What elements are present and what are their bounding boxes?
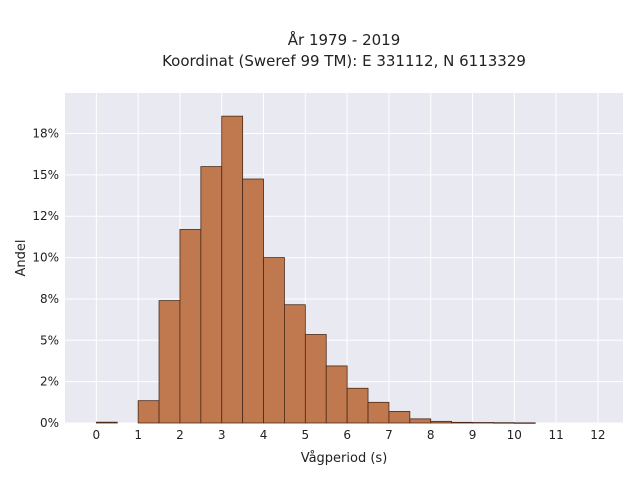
histogram-bar	[346, 387, 369, 424]
histogram-bar	[221, 115, 244, 424]
histogram-bar	[137, 400, 160, 424]
histogram-bar	[242, 178, 264, 424]
histogram-bar	[493, 422, 515, 424]
y-tick-label: 8%	[40, 292, 59, 306]
histogram-bar	[325, 365, 348, 424]
histogram-bar	[388, 411, 411, 424]
y-tick-label: 12%	[32, 209, 59, 223]
y-tick-label: 2%	[40, 375, 59, 389]
histogram-bar	[158, 300, 181, 424]
y-tick-label: 18%	[32, 127, 59, 141]
histogram-bar	[263, 257, 285, 424]
histogram-bar	[200, 166, 223, 424]
y-axis-label: Andel	[14, 240, 29, 277]
x-tick-label: 2	[176, 428, 184, 442]
x-tick-label: 7	[385, 428, 393, 442]
x-tick-label: 4	[260, 428, 268, 442]
histogram-bars	[95, 115, 536, 424]
histogram-bar	[430, 420, 453, 424]
x-tick-label: 6	[343, 428, 351, 442]
y-tick-label: 15%	[32, 168, 59, 182]
x-axis-label: Vågperiod (s)	[301, 451, 388, 466]
y-tick-label: 0%	[40, 416, 59, 430]
x-tick-label: 0	[93, 428, 101, 442]
x-tick-label: 1	[134, 428, 142, 442]
chart-title-line-2: Koordinat (Sweref 99 TM): E 331112, N 61…	[162, 52, 526, 70]
x-tick-label: 12	[590, 428, 605, 442]
histogram-bar	[451, 421, 473, 424]
x-tick-label: 11	[548, 428, 563, 442]
histogram-bar	[367, 401, 390, 424]
histogram-bar	[95, 421, 118, 424]
y-axis-ticks: 0% 2% 5% 8% 10% 12% 15% 18%	[32, 127, 59, 430]
histogram-bar	[409, 418, 432, 424]
x-tick-label: 9	[469, 428, 477, 442]
histogram-bar	[472, 422, 494, 424]
x-tick-label: 3	[218, 428, 226, 442]
histogram-bar	[304, 334, 327, 424]
y-tick-label: 10%	[32, 251, 59, 265]
y-tick-label: 5%	[40, 333, 59, 347]
x-axis-ticks: 0 1 2 3 4 5 6 7 8 9 10 11 12	[93, 428, 606, 442]
x-tick-label: 8	[427, 428, 435, 442]
histogram-bar	[179, 229, 202, 424]
histogram-bar	[513, 422, 536, 424]
chart-title-line-1: År 1979 - 2019	[288, 30, 401, 49]
histogram-bar	[284, 304, 306, 424]
x-tick-label: 5	[302, 428, 310, 442]
x-tick-label: 10	[507, 428, 522, 442]
